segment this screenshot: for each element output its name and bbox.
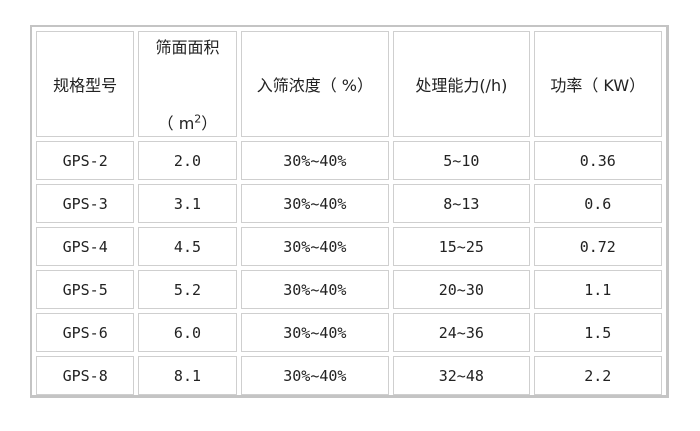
cell-power: 1.1 — [533, 270, 662, 309]
cell-power: 0.6 — [533, 184, 662, 223]
header-capacity: 处理能力(/h) — [393, 31, 530, 137]
cell-model: GPS-5 — [36, 270, 135, 309]
cell-area: 5.2 — [138, 270, 237, 309]
cell-concentration: 30%~40% — [240, 270, 390, 309]
table-row: GPS-6 6.0 30%~40% 24~36 1.5 — [36, 313, 662, 352]
cell-capacity: 24~36 — [393, 313, 530, 352]
cell-area: 4.5 — [138, 227, 237, 266]
header-area-label: 筛面面积 — [155, 38, 220, 57]
header-row: 规格型号 筛面面积 （ m2） 入筛浓度（ %） 处理能力(/h) 功率（ KW… — [36, 31, 662, 137]
cell-model: GPS-8 — [36, 356, 135, 395]
cell-capacity: 32~48 — [393, 356, 530, 395]
table-row: GPS-8 8.1 30%~40% 32~48 2.2 — [36, 356, 662, 395]
cell-model: GPS-3 — [36, 184, 135, 223]
cell-area: 8.1 — [138, 356, 237, 395]
table-row: GPS-3 3.1 30%~40% 8~13 0.6 — [36, 184, 662, 223]
area-unit-open: （ m — [157, 114, 195, 133]
cell-power: 0.36 — [533, 141, 662, 180]
table-row: GPS-2 2.0 30%~40% 5~10 0.36 — [36, 141, 662, 180]
cell-concentration: 30%~40% — [240, 356, 390, 395]
table-row: GPS-4 4.5 30%~40% 15~25 0.72 — [36, 227, 662, 266]
cell-model: GPS-6 — [36, 313, 135, 352]
cell-power: 1.5 — [533, 313, 662, 352]
header-model: 规格型号 — [36, 31, 135, 137]
header-power: 功率（ KW） — [533, 31, 662, 137]
cell-concentration: 30%~40% — [240, 227, 390, 266]
header-area: 筛面面积 （ m2） — [138, 31, 237, 137]
cell-capacity: 20~30 — [393, 270, 530, 309]
area-unit-close: ） — [201, 114, 218, 133]
cell-area: 2.0 — [138, 141, 237, 180]
cell-capacity: 15~25 — [393, 227, 530, 266]
area-unit-sup: 2 — [194, 112, 202, 126]
cell-concentration: 30%~40% — [240, 313, 390, 352]
spec-table: 规格型号 筛面面积 （ m2） 入筛浓度（ %） 处理能力(/h) 功率（ KW… — [32, 27, 666, 399]
cell-power: 0.72 — [533, 227, 662, 266]
cell-area: 3.1 — [138, 184, 237, 223]
cell-capacity: 5~10 — [393, 141, 530, 180]
cell-power: 2.2 — [533, 356, 662, 395]
header-area-unit: （ m2） — [158, 110, 218, 134]
table-row: GPS-5 5.2 30%~40% 20~30 1.1 — [36, 270, 662, 309]
header-concentration: 入筛浓度（ %） — [240, 31, 390, 137]
spec-table-container: 规格型号 筛面面积 （ m2） 入筛浓度（ %） 处理能力(/h) 功率（ KW… — [30, 25, 669, 398]
cell-area: 6.0 — [138, 313, 237, 352]
cell-capacity: 8~13 — [393, 184, 530, 223]
cell-concentration: 30%~40% — [240, 184, 390, 223]
cell-concentration: 30%~40% — [240, 141, 390, 180]
cell-model: GPS-4 — [36, 227, 135, 266]
cell-model: GPS-2 — [36, 141, 135, 180]
